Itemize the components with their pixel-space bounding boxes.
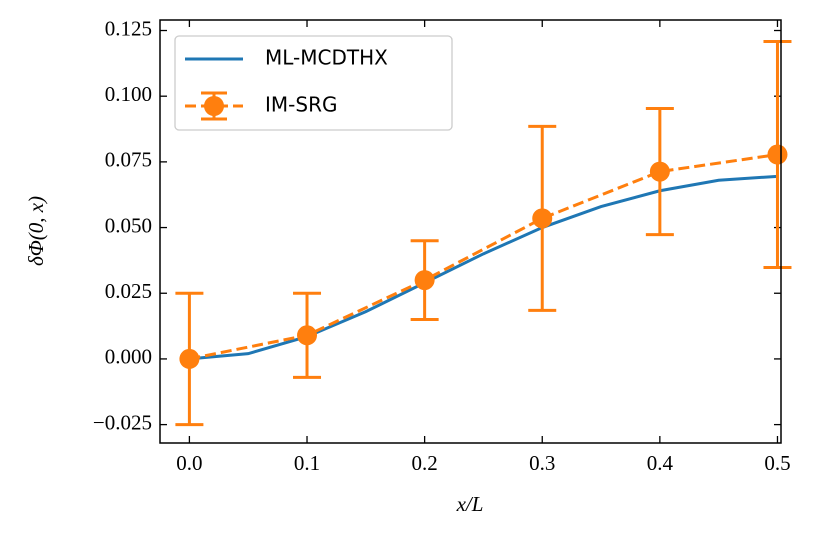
marker — [179, 348, 200, 369]
legend-label: ML-MCDTHX — [265, 46, 388, 70]
y-tick-label: −0.025 — [93, 410, 152, 434]
x-tick-label: 0.3 — [529, 451, 555, 475]
y-tick-label: 0.000 — [105, 345, 152, 369]
legend-box — [174, 35, 453, 131]
y-axis-label: δΦ(0, x) — [24, 196, 48, 266]
y-tick-label: 0.025 — [105, 279, 152, 303]
x-tick-label: 0.5 — [764, 451, 790, 475]
y-tick-label: 0.100 — [105, 82, 152, 106]
x-axis-label: x/L — [456, 492, 484, 516]
x-tick-label: 0.1 — [294, 451, 320, 475]
marker — [767, 144, 788, 165]
y-tick-label: 0.125 — [105, 16, 152, 40]
y-tick-label: 0.050 — [105, 213, 152, 237]
x-tick-label: 0.2 — [412, 451, 438, 475]
marker — [297, 325, 318, 346]
x-tick-label: 0.0 — [176, 451, 202, 475]
marker — [532, 208, 553, 229]
legend-swatch — [204, 96, 224, 116]
y-tick-label: 0.075 — [105, 148, 152, 172]
x-tick-label: 0.4 — [647, 451, 674, 475]
series-line — [189, 153, 778, 361]
plot-frame — [159, 19, 782, 444]
legend-label: IM-SRG — [265, 93, 337, 117]
marker — [649, 161, 670, 182]
series-line — [189, 174, 778, 361]
marker — [414, 270, 435, 291]
